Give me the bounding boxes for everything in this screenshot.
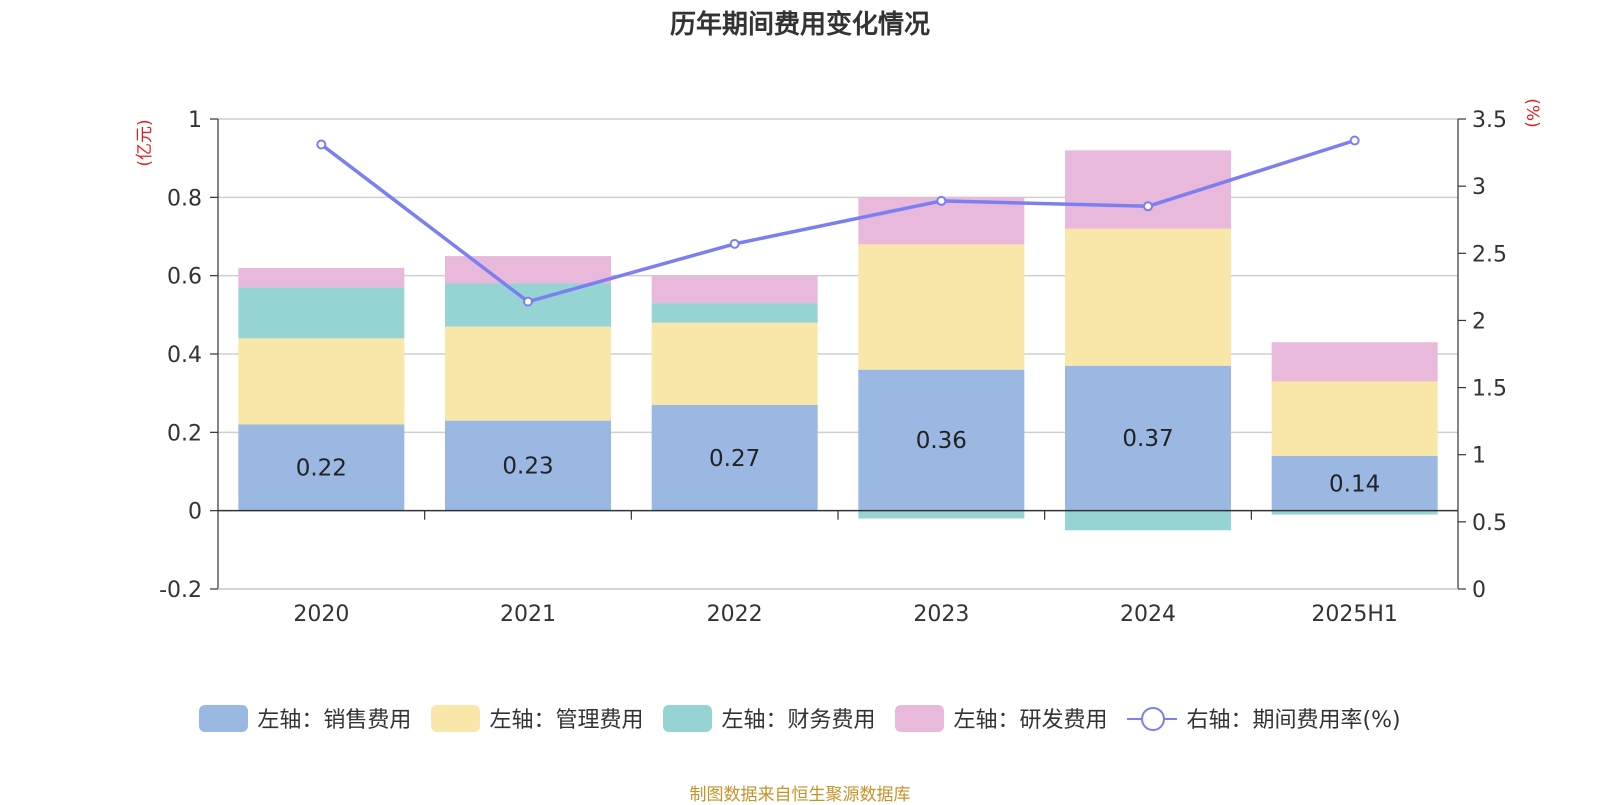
bar-1-2022 xyxy=(651,322,818,405)
rate-point-2021 xyxy=(523,296,533,307)
legend-label: 左轴：管理费用 xyxy=(489,708,644,733)
bar-value-label: 0.23 xyxy=(502,454,553,480)
legend-item[interactable]: 左轴：销售费用 xyxy=(199,702,411,734)
rate-point-2025H1 xyxy=(1349,135,1360,146)
right-tick-label: 3 xyxy=(1472,175,1486,200)
bar-0-2023 xyxy=(858,369,1025,511)
right-tick-label: 0.5 xyxy=(1472,511,1507,536)
category-label: 2022 xyxy=(707,602,763,627)
bar-1-2025H1 xyxy=(1271,381,1438,456)
bar-3-2020 xyxy=(238,267,405,288)
rate-point-2024 xyxy=(1143,201,1153,212)
bar-0-2025H1 xyxy=(1271,455,1438,511)
legend-item[interactable]: 右轴：期间费用率(%) xyxy=(1127,702,1401,734)
right-tick-label: 2.5 xyxy=(1472,242,1507,267)
bar-2-2024 xyxy=(1065,510,1231,531)
rate-point-2022 xyxy=(729,238,740,249)
bar-value-label: 0.14 xyxy=(1329,471,1380,497)
bar-0-2022 xyxy=(651,404,818,511)
left-tick-label: 0.4 xyxy=(167,343,202,368)
legend: 左轴：销售费用 左轴：管理费用 左轴：财务费用 左轴：研发费用 右轴：期间费用率(%) xyxy=(0,702,1600,734)
legend-label: 左轴：财务费用 xyxy=(721,708,876,733)
chart-area: -0.2 0 0.2 0.4 0.6 0.8 1 0 0.5 1 1.5 2 2.5 3 3.5 (亿元) (%… xyxy=(135,98,1542,627)
bar-3-2021 xyxy=(445,256,611,284)
left-tick-label: -0.2 xyxy=(159,578,202,603)
rate-line xyxy=(320,138,1356,304)
bar-2-2025H1 xyxy=(1271,510,1438,515)
right-tick-label: 3.5 xyxy=(1472,108,1507,133)
category-label: 2020 xyxy=(293,602,349,627)
category-label: 2021 xyxy=(500,602,556,627)
legend-item[interactable]: 左轴：研发费用 xyxy=(895,702,1107,734)
bar-value-label: 0.37 xyxy=(1122,426,1173,452)
right-tick-label: 1 xyxy=(1472,444,1486,469)
legend-swatch xyxy=(895,704,945,732)
legend-item[interactable]: 左轴：管理费用 xyxy=(431,702,643,734)
legend-swatch xyxy=(199,704,249,732)
left-tick-label: 0 xyxy=(188,500,202,525)
legend-swatch xyxy=(431,704,481,732)
left-tick-label: 0.2 xyxy=(167,421,202,446)
bar-2-2023 xyxy=(858,510,1025,519)
bar-0-2020 xyxy=(238,424,405,511)
bar-0-2024 xyxy=(1065,365,1231,511)
chart-title: 历年期间费用变化情况 xyxy=(669,10,930,40)
legend-swatch xyxy=(663,704,713,732)
legend-line-marker-icon xyxy=(1127,705,1178,732)
left-tick-label: 0.6 xyxy=(167,265,202,290)
category-label: 2023 xyxy=(913,602,969,627)
bar-0-2021 xyxy=(445,420,611,511)
legend-label: 左轴：研发费用 xyxy=(953,708,1108,733)
category-label: 2024 xyxy=(1120,602,1176,627)
bar-1-2020 xyxy=(238,338,405,425)
right-axis-unit-label: (%) xyxy=(1522,98,1542,127)
left-tick-label: 1 xyxy=(188,108,202,133)
source-footer: 制图数据来自恒生聚源数据库 xyxy=(689,785,911,805)
bar-value-label: 0.27 xyxy=(709,446,760,472)
bar-value-label: 0.36 xyxy=(916,428,967,454)
bar-1-2021 xyxy=(445,326,611,421)
right-tick-label: 1.5 xyxy=(1472,377,1507,402)
rate-point-2020 xyxy=(316,139,327,150)
right-tick-label: 0 xyxy=(1472,578,1486,603)
bar-3-2025H1 xyxy=(1271,342,1438,382)
category-label: 2025H1 xyxy=(1311,602,1398,627)
bar-2-2020 xyxy=(238,287,405,339)
bar-value-label: 0.22 xyxy=(296,456,347,482)
bar-1-2023 xyxy=(858,244,1025,370)
bar-2-2022 xyxy=(651,303,818,323)
left-axis-unit-label: (亿元) xyxy=(135,119,155,166)
left-tick-label: 0.8 xyxy=(167,186,202,211)
right-tick-label: 2 xyxy=(1472,309,1486,334)
legend-label: 左轴：销售费用 xyxy=(257,708,412,733)
bar-1-2024 xyxy=(1065,228,1231,366)
legend-item[interactable]: 左轴：财务费用 xyxy=(663,702,875,734)
bar-3-2022 xyxy=(651,275,818,304)
rate-point-2023 xyxy=(936,195,947,206)
legend-label: 右轴：期间费用率(%) xyxy=(1186,708,1401,733)
